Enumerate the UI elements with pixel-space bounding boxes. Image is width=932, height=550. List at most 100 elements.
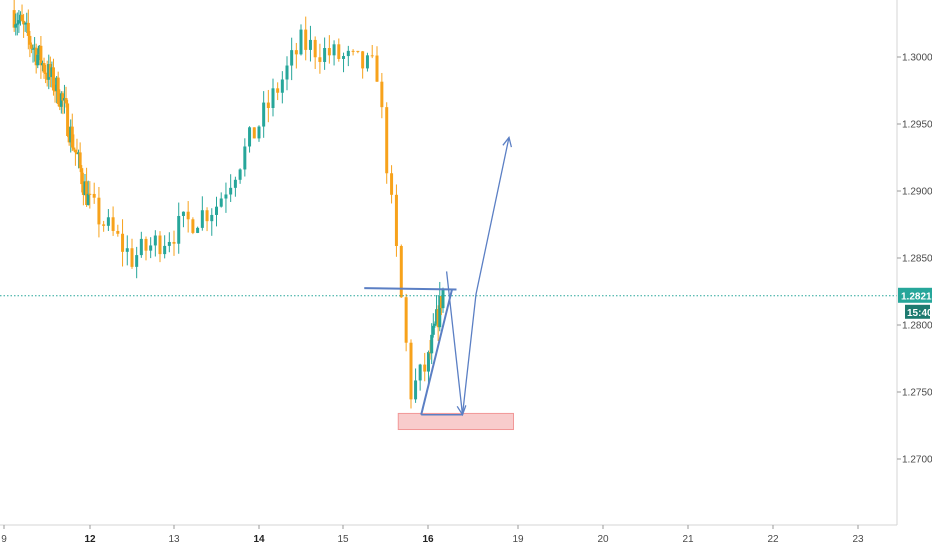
candle-body [80,168,84,185]
candle-body [163,245,167,255]
candle-body [219,198,223,207]
candle-body [285,65,289,80]
candle-body [55,77,59,91]
y-tick-label: 1.27500 [902,388,932,399]
candle-body [390,173,394,195]
candle-body [58,104,62,107]
demand-zone-layer [397,412,514,431]
candle-body [135,255,139,267]
candle-body [86,193,90,206]
candle-body [23,23,27,25]
current-price-line-layer: 1.28218 15:40 [0,287,932,319]
candle-body [356,50,360,52]
candle-body [346,50,350,57]
candle-body [215,206,218,215]
candle-body [37,45,41,55]
y-tick-label: 1.27000 [902,455,932,466]
candle-body [144,238,148,251]
candle-body [172,241,176,244]
current-price-label: 1.28218 [901,291,932,302]
candle-body [337,44,341,59]
candle-body [56,77,60,105]
candle-body [200,210,204,228]
candle-body [299,29,303,55]
candle-body [116,230,120,234]
candle-body [430,334,434,354]
candle-body [385,107,389,174]
candle-body [271,88,275,108]
candle-body [431,325,435,335]
x-tick-label: 19 [512,534,524,545]
candle-body [45,74,49,80]
projection-path [445,137,510,415]
candle-body [20,14,24,21]
y-tick-label: 1.29500 [902,120,932,131]
x-tick-label: 9 [1,534,7,545]
candle-body [441,289,445,309]
candle-body [262,102,266,127]
candle-body [111,217,115,231]
candle-body [53,90,57,92]
candle-body [31,48,35,50]
candle-body [25,22,29,24]
candle-body [327,47,331,56]
candle-body [252,127,256,139]
x-tick-label: 21 [682,534,694,545]
candle-body [158,235,162,255]
candle-body [42,63,46,73]
candle-body [313,39,317,58]
candle-body [70,126,74,148]
candle-body [59,93,63,107]
candle-body [18,14,22,21]
candle-body [47,64,51,80]
candle-body [238,169,242,180]
candle-body [181,211,185,216]
candle-body [404,297,408,343]
candle-body [365,55,369,69]
candle-body [433,323,437,326]
candle-body [85,181,89,206]
x-tick-label: 20 [597,534,609,545]
candle-body [153,235,157,246]
candle-body [50,67,54,78]
candle-body [125,248,129,252]
candle-body [62,98,66,101]
candle-body [61,93,65,101]
demand-zone-rect [397,412,514,431]
candle-body [205,210,209,222]
candle-body [426,352,430,372]
x-tick-label: 13 [168,534,180,545]
candle-body [48,64,52,78]
candle-body [308,39,312,50]
candle-body [34,47,38,66]
candle-body [78,152,82,169]
candle-body [83,181,87,195]
candle-body [418,364,422,381]
x-tick-label: 16 [422,534,434,545]
current-price-badge [898,287,932,303]
candle-body [436,309,440,328]
candle-body [97,197,101,225]
candle-body [361,51,365,69]
candle-body [73,149,77,153]
candle-body [69,126,73,143]
y-tick-label: 1.29000 [902,187,932,198]
candle-body [40,63,44,66]
candle-body [394,194,398,246]
candle-body [280,79,284,93]
x-tick-label: 12 [84,534,96,545]
candle-body [229,187,233,195]
countdown-badge [905,304,930,319]
candle-body [102,224,106,226]
y-tick-label: 1.28500 [902,254,932,265]
candle-body [318,57,322,62]
countdown-label: 15:40 [907,308,932,319]
candle-body [149,245,153,251]
candle-body [15,23,19,25]
ascending-trendline [420,289,453,416]
up-arrow-head [502,135,513,148]
candle-body [26,22,30,36]
down-arrow-head [456,405,467,417]
